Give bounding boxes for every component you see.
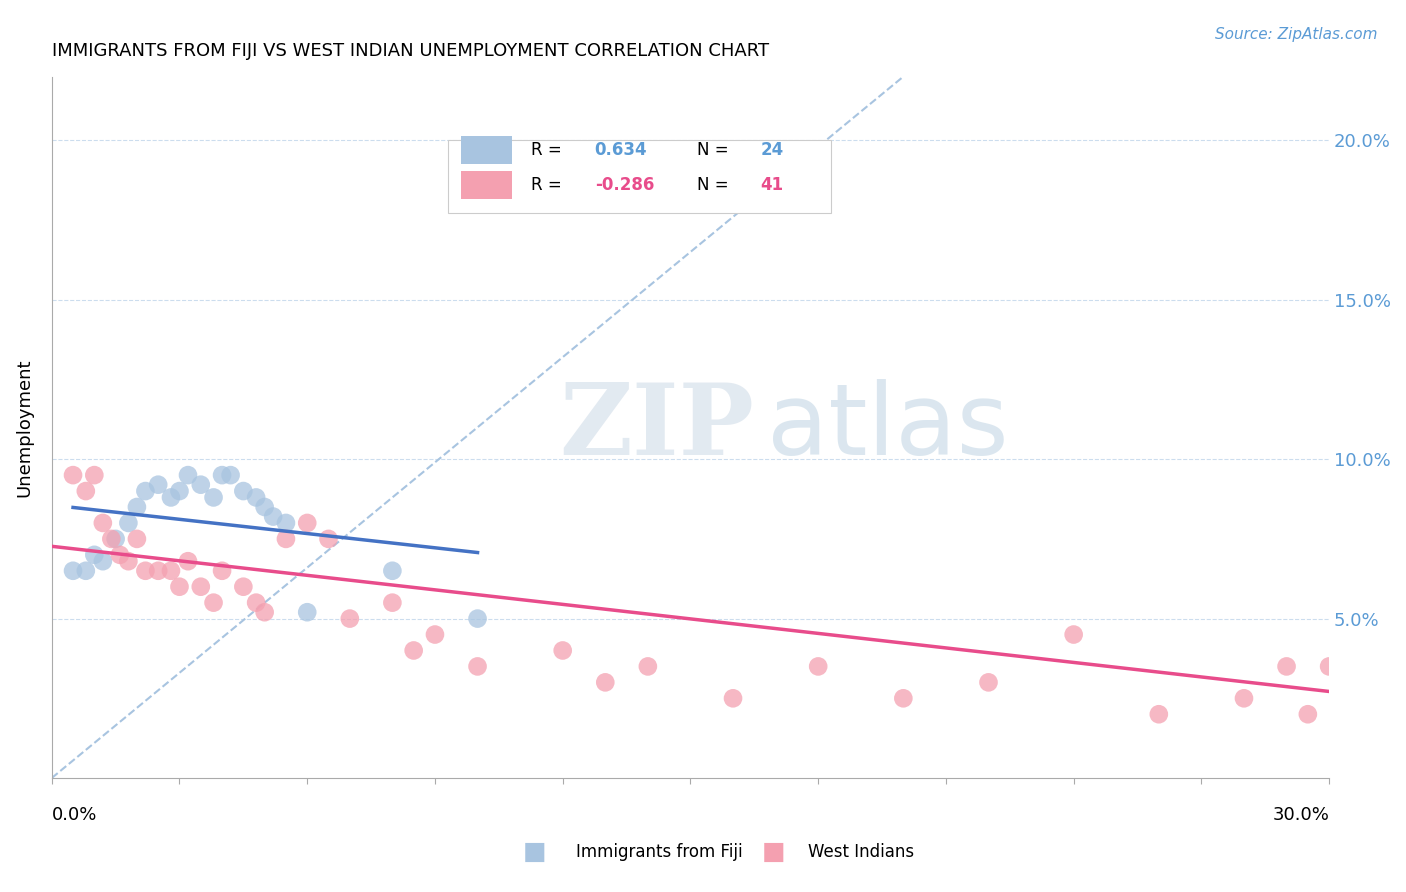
Text: IMMIGRANTS FROM FIJI VS WEST INDIAN UNEMPLOYMENT CORRELATION CHART: IMMIGRANTS FROM FIJI VS WEST INDIAN UNEM… [52, 42, 769, 60]
Point [891, 691, 914, 706]
Point [219, 468, 242, 483]
Point [721, 691, 744, 706]
Text: 24: 24 [761, 141, 785, 160]
Point [381, 564, 404, 578]
Y-axis label: Unemployment: Unemployment [15, 358, 32, 497]
FancyBboxPatch shape [461, 171, 512, 199]
Text: -0.286: -0.286 [595, 177, 654, 194]
Point [117, 554, 139, 568]
Point [381, 596, 404, 610]
Text: West Indians: West Indians [808, 843, 914, 861]
Point [211, 468, 233, 483]
Point [274, 516, 297, 530]
Point [807, 181, 830, 195]
Point [148, 477, 170, 491]
Point [595, 675, 617, 690]
Text: R =: R = [531, 177, 567, 194]
Point [423, 627, 446, 641]
Point [148, 564, 170, 578]
Point [262, 509, 284, 524]
Point [211, 564, 233, 578]
Point [134, 564, 156, 578]
Point [637, 659, 659, 673]
Point [297, 516, 319, 530]
Text: Source: ZipAtlas.com: Source: ZipAtlas.com [1215, 27, 1378, 42]
Point [402, 643, 425, 657]
Point [117, 516, 139, 530]
Point [1275, 659, 1298, 673]
Text: ZIP: ZIP [560, 379, 754, 475]
Text: 41: 41 [761, 177, 783, 194]
Point [108, 548, 131, 562]
Point [62, 468, 84, 483]
Point [807, 659, 830, 673]
Text: N =: N = [697, 177, 734, 194]
Point [467, 659, 489, 673]
Point [104, 532, 127, 546]
Point [202, 491, 225, 505]
Text: N =: N = [697, 141, 734, 160]
Point [91, 554, 114, 568]
Point [169, 580, 191, 594]
Point [1296, 707, 1319, 722]
Point [177, 468, 200, 483]
Text: ■: ■ [523, 840, 546, 863]
Point [1147, 707, 1170, 722]
Point [1317, 659, 1340, 673]
Point [91, 516, 114, 530]
Point [83, 548, 105, 562]
Point [318, 532, 340, 546]
Point [977, 675, 1000, 690]
Point [1233, 691, 1256, 706]
Point [100, 532, 122, 546]
Point [160, 564, 183, 578]
FancyBboxPatch shape [447, 140, 831, 213]
Text: Immigrants from Fiji: Immigrants from Fiji [576, 843, 744, 861]
Text: atlas: atlas [768, 379, 1008, 475]
Point [232, 580, 254, 594]
Point [245, 491, 267, 505]
Point [160, 491, 183, 505]
Point [245, 596, 267, 610]
Point [190, 580, 212, 594]
Text: 30.0%: 30.0% [1272, 806, 1329, 824]
Text: 0.0%: 0.0% [52, 806, 97, 824]
Point [125, 532, 148, 546]
Point [253, 605, 276, 619]
Point [274, 532, 297, 546]
Point [62, 564, 84, 578]
Point [232, 484, 254, 499]
Point [297, 605, 319, 619]
Point [75, 484, 97, 499]
Text: ■: ■ [762, 840, 785, 863]
Point [202, 596, 225, 610]
Point [134, 484, 156, 499]
FancyBboxPatch shape [461, 136, 512, 164]
Point [125, 500, 148, 514]
Point [177, 554, 200, 568]
Point [253, 500, 276, 514]
Point [83, 468, 105, 483]
Point [551, 643, 574, 657]
Point [169, 484, 191, 499]
Text: 0.634: 0.634 [595, 141, 647, 160]
Text: R =: R = [531, 141, 567, 160]
Point [339, 611, 361, 625]
Point [75, 564, 97, 578]
Point [467, 611, 489, 625]
Point [1063, 627, 1085, 641]
Point [190, 477, 212, 491]
